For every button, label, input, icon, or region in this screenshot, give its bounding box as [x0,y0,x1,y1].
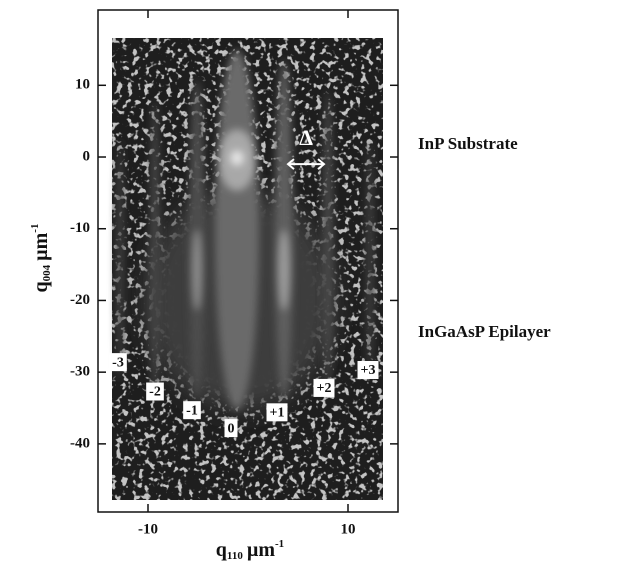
y-label-subscript: 004 [41,264,53,281]
y-label-unit: µm [30,232,52,261]
x-label-subscript: 110 [227,550,243,562]
arrow-head [286,158,326,170]
peak-label-text: +3 [361,363,376,378]
peak-label: -3 [109,353,127,372]
peak-label-text: -3 [112,355,124,370]
peak-label: 0 [224,419,238,438]
peak-label-text: +1 [270,406,285,421]
y-label-symbol: q [30,281,52,292]
delta-arrow [286,158,326,170]
y-tick-label: -20 [70,292,90,308]
y-tick-label: -30 [70,364,90,380]
peak-label-box [224,419,238,438]
y-axis-label: q004 µm-1 [29,224,53,293]
x-label-unit: µm [247,539,276,561]
peak-label-box [146,382,164,401]
peak-label-box [109,353,127,372]
y-label-superscript: -1 [29,224,41,233]
x-axis-label: q110 µm-1 [216,538,284,562]
side-label: InGaAsP Epilayer [418,322,551,341]
plot-frame [97,9,399,513]
peak-label: -1 [183,401,201,420]
peak-label: +2 [313,378,335,397]
peak-label-box [266,403,288,422]
side-label: InP Substrate [418,134,518,153]
y-tick-label: -40 [70,435,90,451]
y-tick-label: 10 [75,77,90,93]
peak-label-text: -2 [149,385,161,400]
peak-label-box [357,361,379,380]
peak-label-box [313,378,335,397]
peak-label-text: 0 [228,421,235,436]
x-label-symbol: q [216,539,227,561]
x-tick-label: 10 [341,521,356,537]
y-tick-label: 0 [83,148,91,164]
peak-label-text: +2 [317,381,332,396]
delta-label: Δ [299,125,313,150]
map-image [112,38,383,500]
peak-label-box [183,401,201,420]
peak-label: +3 [357,361,379,380]
peak-label: -2 [146,382,164,401]
peak-label: +1 [266,403,288,422]
x-label-superscript: -1 [275,538,284,550]
x-tick-label: -10 [138,521,158,537]
peak-label-text: -1 [186,403,198,418]
y-tick-label: -10 [70,220,90,236]
